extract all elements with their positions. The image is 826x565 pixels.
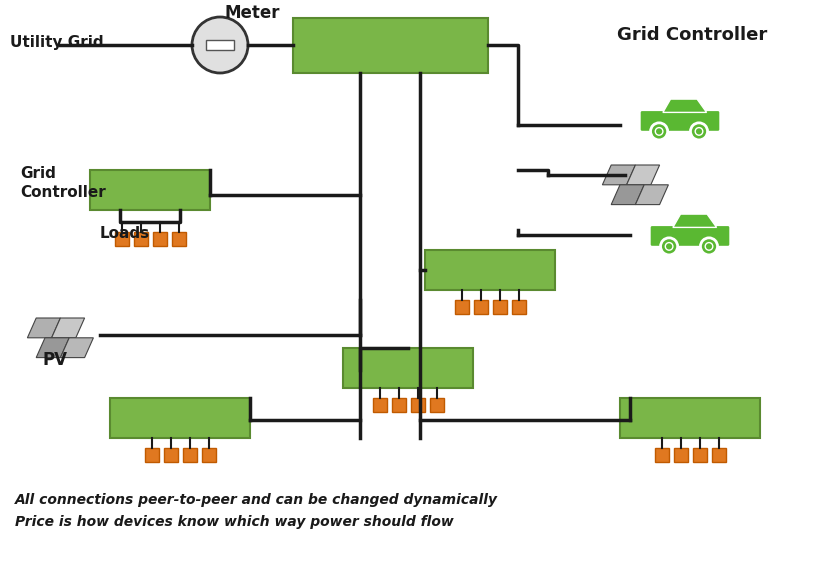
FancyBboxPatch shape [640,110,720,132]
Polygon shape [663,99,706,112]
Bar [511,300,525,314]
Bar [411,398,425,412]
Polygon shape [51,318,84,338]
Text: Grid Controller: Grid Controller [617,26,767,44]
Text: Meter: Meter [225,4,281,22]
FancyBboxPatch shape [110,398,250,438]
Circle shape [192,17,248,73]
Polygon shape [673,214,717,227]
FancyBboxPatch shape [343,348,473,388]
Bar [454,300,468,314]
Text: Grid
Controller: Grid Controller [20,166,106,200]
Polygon shape [27,318,60,338]
Polygon shape [602,165,635,185]
Bar [473,300,487,314]
Bar [711,448,725,462]
Bar [654,448,668,462]
Text: Price is how devices know which way power should flow: Price is how devices know which way powe… [15,515,453,529]
Circle shape [705,242,713,250]
FancyBboxPatch shape [292,18,487,72]
FancyBboxPatch shape [425,250,555,290]
Text: Utility Grid: Utility Grid [10,34,103,50]
Bar [392,398,406,412]
Polygon shape [627,165,660,185]
Text: PV: PV [42,351,67,369]
Bar [430,398,444,412]
Bar [692,448,706,462]
Circle shape [700,238,718,255]
Bar [134,232,148,246]
Circle shape [661,238,677,255]
Bar [492,300,506,314]
Bar [183,448,197,462]
FancyBboxPatch shape [650,225,730,246]
Bar [145,448,159,462]
Circle shape [655,128,663,135]
Bar [373,398,387,412]
Polygon shape [60,338,93,358]
Bar [164,448,178,462]
Polygon shape [611,185,644,205]
FancyBboxPatch shape [620,398,760,438]
Circle shape [691,123,708,140]
Polygon shape [36,338,69,358]
Bar [115,232,129,246]
Bar [206,40,234,50]
Polygon shape [635,185,668,205]
Bar [673,448,687,462]
Text: All connections peer-to-peer and can be changed dynamically: All connections peer-to-peer and can be … [15,493,498,507]
Bar [153,232,167,246]
Circle shape [665,242,673,250]
Bar [202,448,216,462]
Text: Loads: Loads [100,225,150,241]
Bar [172,232,186,246]
Circle shape [695,128,703,135]
Circle shape [651,123,667,140]
FancyBboxPatch shape [90,170,210,210]
